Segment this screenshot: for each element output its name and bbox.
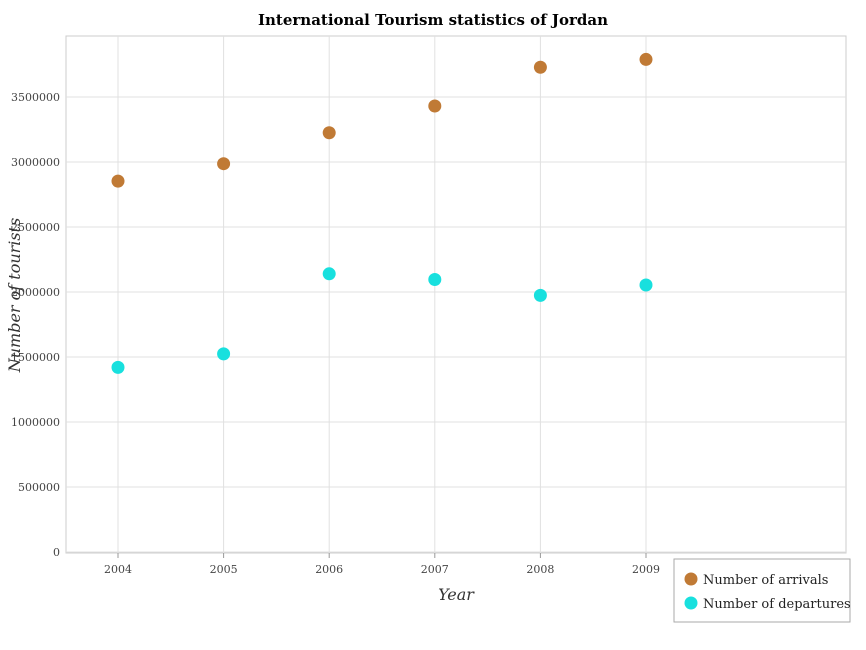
legend-box — [673, 558, 851, 623]
departures-point — [639, 278, 653, 292]
departures-point — [533, 288, 547, 302]
arrivals-point — [428, 99, 442, 113]
x-axis-ticks: 2004 2005 2006 2007 2008 2009 — [104, 553, 660, 576]
x-axis-label: Year — [438, 585, 475, 604]
arrivals-point — [533, 60, 547, 74]
y-tick-label: 0 — [53, 546, 60, 559]
arrivals-point — [639, 52, 653, 66]
legend-marker-departures — [684, 596, 698, 610]
data-points — [111, 52, 653, 374]
y-tick-label: 2500000 — [11, 221, 60, 234]
y-tick-label: 3500000 — [11, 91, 60, 104]
legend-marker-arrivals — [684, 572, 698, 586]
departures-point — [217, 347, 231, 361]
legend-label-departures: Number of departures — [703, 597, 851, 612]
legend: Number of arrivals Number of departures — [673, 558, 851, 623]
y-tick-label: 1000000 — [11, 416, 60, 429]
y-tick-label: 2000000 — [11, 286, 60, 299]
x-tick-label: 2005 — [210, 563, 238, 576]
departures-point — [322, 267, 336, 281]
y-tick-label: 1500000 — [11, 351, 60, 364]
x-tick-label: 2006 — [315, 563, 343, 576]
departures-point — [428, 273, 442, 287]
arrivals-point — [322, 126, 336, 140]
arrivals-point — [217, 157, 231, 171]
y-axis-label: Number of tourists — [5, 218, 24, 374]
chart-title: International Tourism statistics of Jord… — [258, 11, 608, 29]
y-tick-label: 500000 — [18, 481, 60, 494]
legend-label-arrivals: Number of arrivals — [703, 573, 828, 588]
x-tick-label: 2009 — [632, 563, 660, 576]
arrivals-point — [111, 174, 125, 188]
y-tick-label: 3000000 — [11, 156, 60, 169]
x-tick-label: 2008 — [526, 563, 554, 576]
departures-point — [111, 360, 125, 374]
plot-area — [65, 35, 847, 554]
y-axis-ticks: 0 500000 1000000 1500000 2000000 2500000 30000… — [11, 91, 60, 559]
x-tick-label: 2007 — [421, 563, 449, 576]
x-tick-label: 2004 — [104, 563, 132, 576]
